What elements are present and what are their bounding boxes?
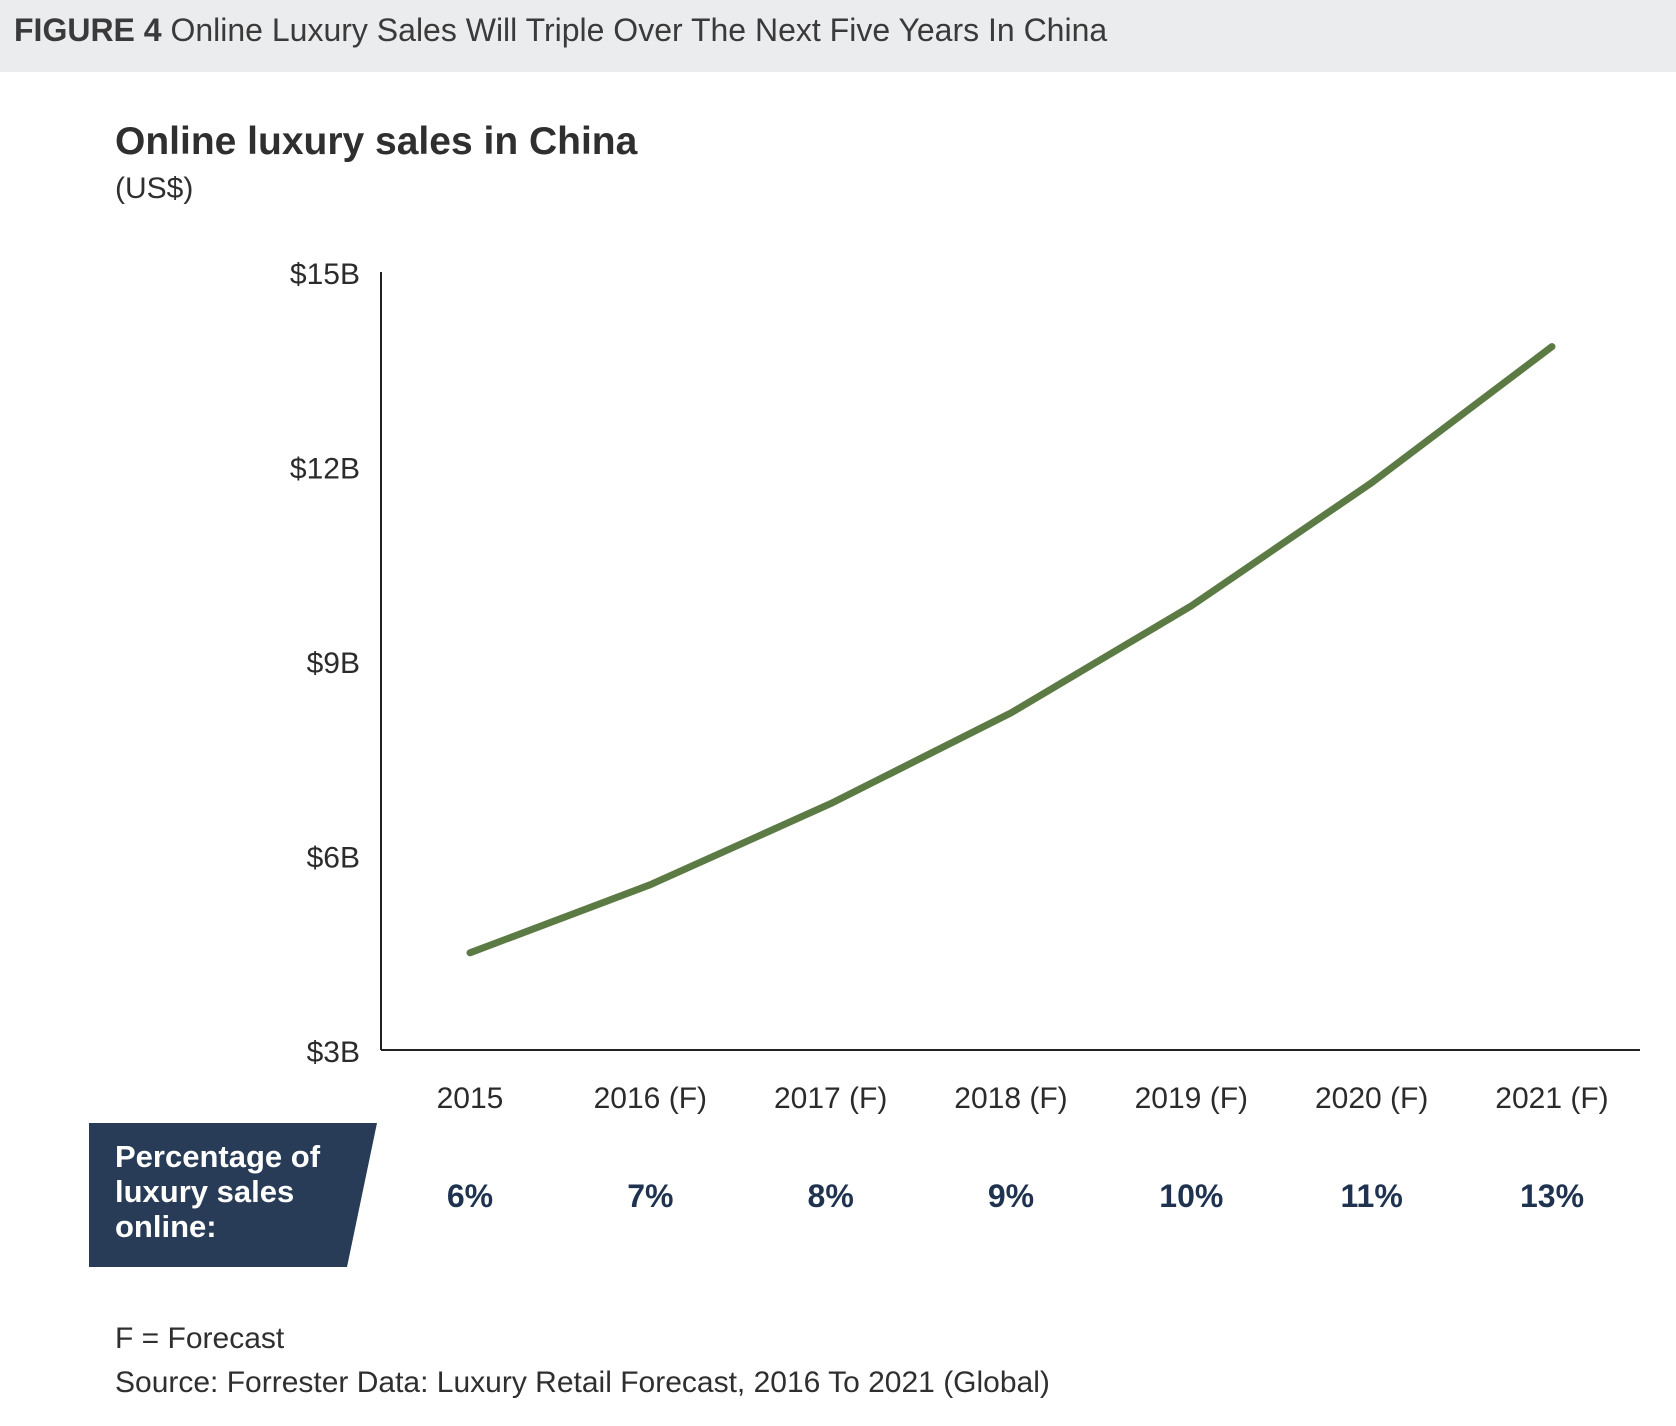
percentage-value: 10% [1159,1178,1223,1214]
figure-label: FIGURE 4 [14,12,162,48]
x-tick-label: 2019 (F) [1135,1082,1248,1115]
source-footnote: Source: Forrester Data: Luxury Retail Fo… [115,1366,1050,1399]
data-point [469,952,471,954]
y-tick-label: $9B [307,647,360,680]
chart-title: Online luxury sales in China [115,120,638,163]
x-tick-label: 2016 (F) [594,1082,707,1115]
forecast-footnote: F = Forecast [115,1322,285,1355]
chart-subtitle: (US$) [115,172,194,205]
x-tick-label: 2018 (F) [954,1082,1067,1115]
figure-caption: FIGURE 4 Online Luxury Sales Will Triple… [14,10,1107,50]
percentage-value: 7% [627,1178,673,1214]
data-point [649,884,651,886]
x-tick-label: 2017 (F) [774,1082,887,1115]
y-tick-label: $15B [290,258,360,291]
percentage-value: 6% [447,1178,493,1214]
y-tick-label: $3B [307,1036,360,1069]
percentage-value: 8% [808,1178,854,1214]
x-tick-label: 2015 [437,1082,504,1115]
x-tick-label: 2020 (F) [1315,1082,1428,1115]
series-line [466,343,1556,957]
data-point [830,803,832,805]
figure-header: FIGURE 4 Online Luxury Sales Will Triple… [0,0,1676,72]
data-point [1190,605,1192,607]
x-tick-label: 2021 (F) [1495,1082,1608,1115]
percentage-value: 9% [988,1178,1034,1214]
y-tick-label: $6B [307,842,360,875]
figure-caption-text: Online Luxury Sales Will Triple Over The… [170,12,1108,48]
y-tick-label: $12B [290,453,360,486]
data-point [1371,482,1373,484]
data-point [1010,712,1012,714]
percentage-row-label: Percentage of luxury sales online: [115,1139,321,1244]
percentage-row-box [89,1123,377,1267]
data-point [1551,346,1553,348]
percentage-value: 11% [1341,1178,1403,1214]
percentage-value: 13% [1520,1178,1584,1214]
